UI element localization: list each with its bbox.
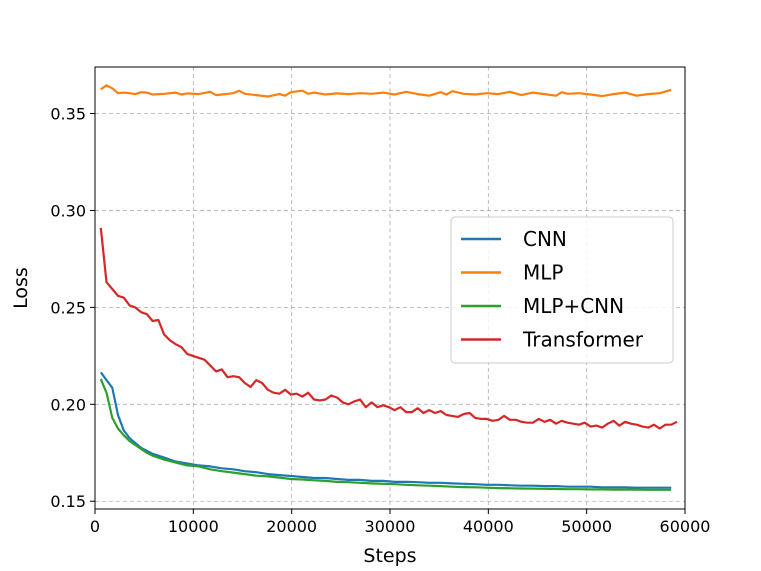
- y-tick-label: 0.30: [50, 201, 86, 220]
- axis-ticks: 0 10000 20000 30000 40000 50000 60000 0.15 0.20 0…: [50, 105, 710, 536]
- x-tick-label: 30000: [365, 517, 416, 536]
- x-tick-label: 60000: [660, 517, 711, 536]
- y-tick-label: 0.15: [50, 492, 86, 511]
- x-tick-label: 0: [90, 517, 100, 536]
- series-line-transformer: [99, 227, 678, 430]
- legend-box: [450, 216, 674, 364]
- legend: CNN MLP MLP+CNN Transformer: [450, 216, 674, 364]
- legend-label: MLP: [523, 261, 563, 285]
- series-line-mlp-cnn: [99, 378, 672, 491]
- legend-label: CNN: [523, 227, 567, 251]
- legend-label: Transformer: [522, 328, 644, 352]
- series-layer: [99, 84, 678, 491]
- x-tick-label: 40000: [463, 517, 514, 536]
- x-tick-label: 20000: [266, 517, 317, 536]
- series-line-mlp: [100, 84, 672, 98]
- x-tick-label: 10000: [168, 517, 219, 536]
- y-tick-label: 0.25: [50, 298, 86, 317]
- x-axis-label: Steps: [363, 545, 416, 567]
- x-tick-label: 50000: [561, 517, 612, 536]
- legend-label: MLP+CNN: [523, 294, 624, 318]
- y-axis-label: Loss: [10, 267, 32, 309]
- series-line-cnn: [99, 371, 672, 489]
- y-tick-label: 0.20: [50, 395, 86, 414]
- y-tick-label: 0.35: [50, 105, 86, 124]
